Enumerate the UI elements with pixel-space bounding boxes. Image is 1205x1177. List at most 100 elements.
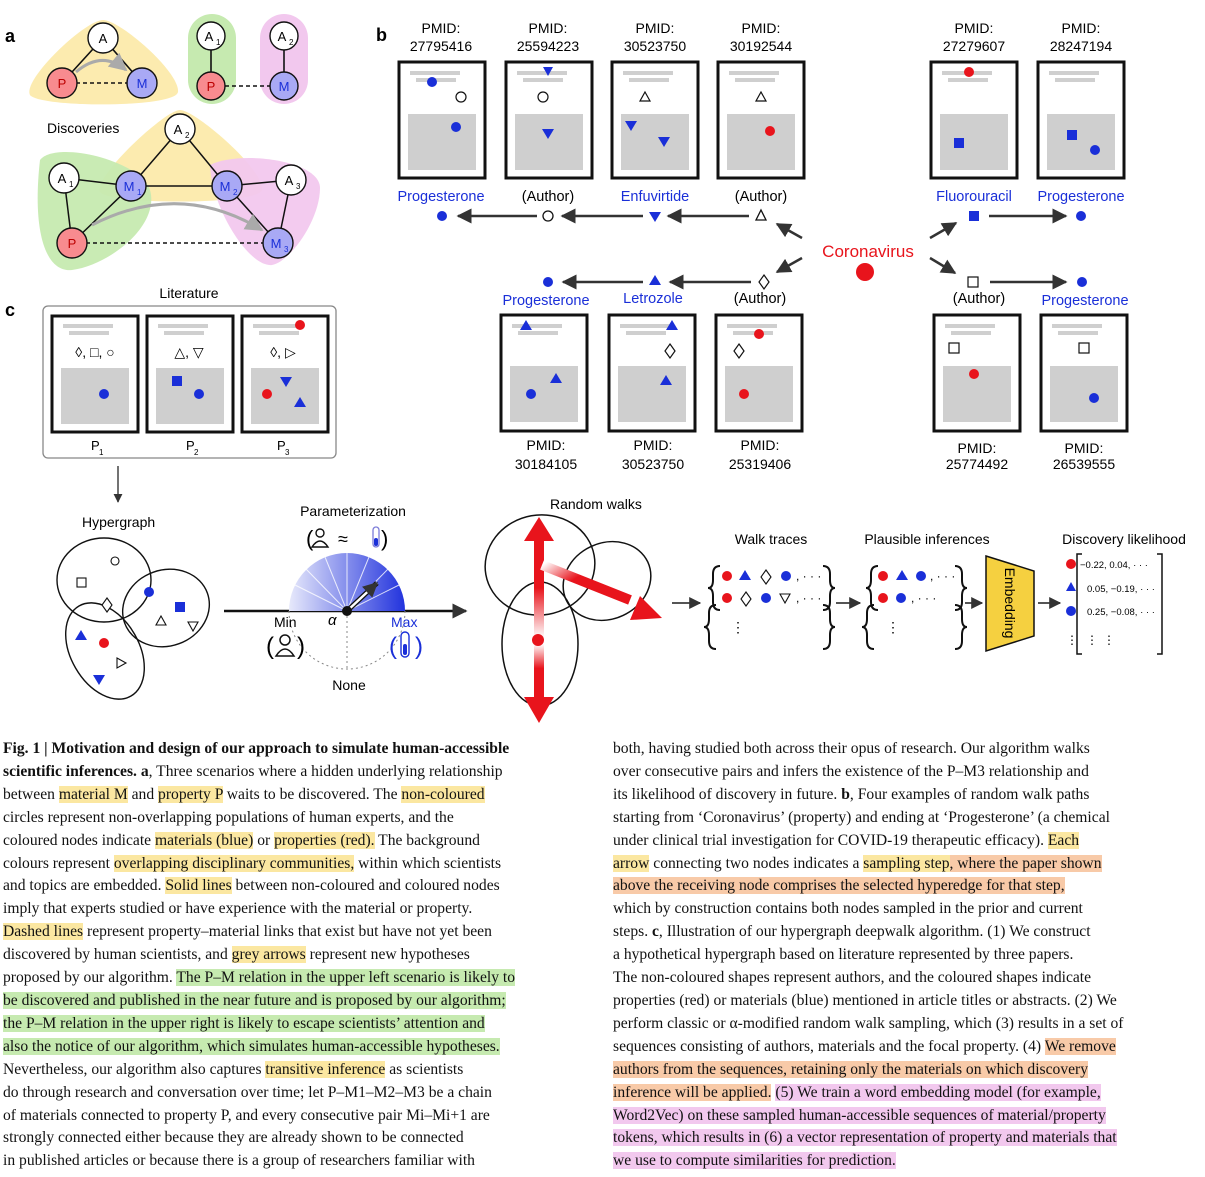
pmid-label: PMID: <box>742 20 781 36</box>
paren-right: ) <box>297 633 305 660</box>
vertical-ellipsis: ⋮ <box>1086 633 1098 647</box>
human-icon <box>315 528 325 538</box>
node-sub: 1 <box>69 180 74 189</box>
node-label: (Author) <box>735 189 787 205</box>
node-label: M <box>124 179 135 194</box>
caption-line: inference will be applied. (5) We train … <box>613 1083 1101 1101</box>
caption-line: of materials connected to property P, an… <box>3 1106 490 1124</box>
paren-left: ( <box>266 633 274 660</box>
pmid-label: PMID: <box>1062 20 1101 36</box>
paper-shapes: ◊, ▷ <box>270 344 296 360</box>
caption-line: Fig. 1 | Motivation and design of our ap… <box>3 740 510 757</box>
paper-sub: 3 <box>285 448 290 457</box>
vector-row: 0.25, −0.08, · · · <box>1087 607 1155 618</box>
caption-line: Nevertheless, our algorithm also capture… <box>3 1060 464 1078</box>
vector-row: −0.22, 0.04, · · · <box>1080 560 1148 571</box>
alpha-label: α <box>328 612 337 629</box>
paper-label: P <box>186 438 195 453</box>
pmid-value: 25774492 <box>946 456 1009 472</box>
node-label: Progesterone <box>1041 293 1128 309</box>
panel-label-a: a <box>5 26 16 46</box>
expert-node <box>87 22 119 54</box>
paren-right: ) <box>415 633 423 660</box>
node-label: P <box>68 236 77 251</box>
caption-line: and topics are embedded. Solid lines bet… <box>3 877 500 895</box>
human-icon <box>279 634 291 646</box>
figure-1-graphic: a A P M A 1 A 2 P M Discoveries <box>5 14 1186 723</box>
pmid-value: 30523750 <box>624 38 687 54</box>
node-sub: 3 <box>296 182 301 191</box>
parameterization-label: Parameterization <box>300 503 406 519</box>
paren-left: ( <box>389 633 397 660</box>
caption-line: imply that experts studied or have exper… <box>3 900 473 918</box>
caption-line: the P–M relation in the upper right is l… <box>3 1014 485 1032</box>
node-label: M <box>279 79 290 94</box>
pmid-value: 26539555 <box>1053 456 1116 472</box>
vertical-ellipsis: ⋮ <box>1066 633 1078 647</box>
caption-line: starting from ‘Coronavirus’ (property) a… <box>613 808 1110 826</box>
caption-line: authors from the sequences, retaining on… <box>613 1060 1089 1078</box>
panel-label-b: b <box>376 25 387 45</box>
caption-line: scientific inferences. a, Three scenario… <box>3 762 503 780</box>
node-label: Enfuvirtide <box>621 189 690 205</box>
caption-line: in published articles or because there i… <box>3 1152 475 1170</box>
none-label: None <box>332 677 366 693</box>
paper-sub: 1 <box>99 448 104 457</box>
paper-shapes: ◊, □, ○ <box>75 344 114 360</box>
human-icon <box>310 540 330 548</box>
node-label: Letrozole <box>623 291 683 307</box>
caption-line: perform classic or α-modified random wal… <box>613 1014 1124 1032</box>
caption-line: proposed by our algorithm. The P–M relat… <box>3 969 516 987</box>
caption-line: Dashed lines represent property–material… <box>3 923 492 941</box>
caption-line: be discovered and published in the near … <box>3 991 506 1009</box>
caption-line: over consecutive pairs and infers the ex… <box>613 762 1089 780</box>
coronavirus-label: Coronavirus <box>822 242 914 261</box>
panel-label-c: c <box>5 300 15 320</box>
pmid-value: 27795416 <box>410 38 473 54</box>
node-label: Progesterone <box>1037 189 1124 205</box>
pmid-label: PMID: <box>741 437 780 453</box>
pmid-value: 27279607 <box>943 38 1006 54</box>
node-label: A <box>285 173 294 188</box>
ellipsis: , · · · <box>911 591 936 605</box>
pmid-label: PMID: <box>527 437 566 453</box>
node-sub: 2 <box>185 131 190 140</box>
ellipsis: , · · · <box>796 569 821 583</box>
caption-line: both, having studied both across their o… <box>613 740 1090 757</box>
pmid-label: PMID: <box>529 20 568 36</box>
node-label: Progesterone <box>397 189 484 205</box>
literature-label: Literature <box>159 285 218 301</box>
pmid-label: PMID: <box>955 20 994 36</box>
node-label: P <box>58 76 67 91</box>
paper-label: P <box>91 438 100 453</box>
node-sub: 1 <box>216 38 221 47</box>
pmid-label: PMID: <box>958 440 997 456</box>
hypergraph <box>56 537 211 700</box>
node-label: P <box>207 79 216 94</box>
paper-label: P <box>277 438 286 453</box>
approx-symbol: ≈ <box>338 529 348 549</box>
hypergraph-label: Hypergraph <box>82 514 155 530</box>
pmid-value: 30184105 <box>515 456 578 472</box>
paren-left: ( <box>306 526 314 551</box>
node-sub: 2 <box>233 188 238 197</box>
embedding-block <box>985 554 1035 653</box>
caption-right-column: both, having studied both across their o… <box>613 738 1205 1173</box>
caption-line: a hypothetical hypergraph based on liter… <box>613 946 1074 964</box>
paren-right: ) <box>381 526 388 551</box>
human-icon <box>274 648 296 657</box>
node-label: M <box>271 236 282 251</box>
vector-row: 0.05, −0.19, · · · <box>1087 584 1155 595</box>
node-label: A <box>205 29 214 44</box>
caption-left-column: Fig. 1 | Motivation and design of our ap… <box>3 738 595 1173</box>
pmid-label: PMID: <box>422 20 461 36</box>
caption-line: The non-coloured shapes represent author… <box>613 969 1092 987</box>
pmid-value: 28247194 <box>1050 38 1113 54</box>
pmid-value: 25594223 <box>517 38 580 54</box>
node-label: Progesterone <box>502 293 589 309</box>
panel-a: a A P M A 1 A 2 P M Discoveries <box>5 14 320 271</box>
discovery-likelihood-label: Discovery likelihood <box>1062 531 1186 547</box>
vertical-ellipsis: ⋮ <box>886 619 900 635</box>
alpha-pivot <box>342 606 352 616</box>
ellipsis: , · · · <box>796 591 821 605</box>
